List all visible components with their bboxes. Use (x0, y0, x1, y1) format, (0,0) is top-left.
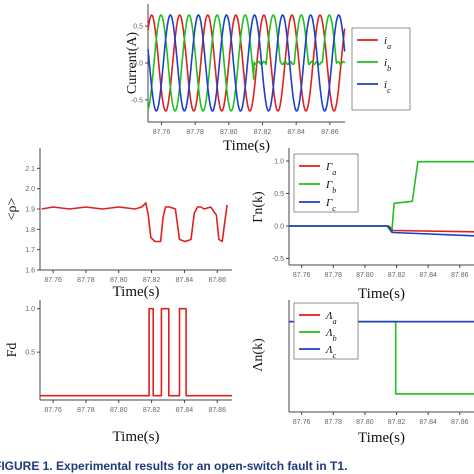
series-line-ib (147, 14, 346, 112)
legend-label-a: ia (384, 35, 391, 51)
x-tick-label: 87.84 (176, 277, 194, 284)
x-tick-label: 87.78 (325, 419, 343, 426)
y-tick-label: 1.6 (25, 268, 35, 275)
y-tick-label: -0.5 (272, 256, 284, 263)
legend-label-c: ic (384, 79, 391, 95)
y-tick-label: 1.8 (25, 227, 35, 234)
x-tick-label: 87.80 (110, 277, 128, 284)
x-tick-label: 87.80 (220, 129, 238, 136)
x-tick-label: 87.82 (388, 272, 406, 279)
x-axis-label: Time(s) (358, 286, 405, 302)
chart-current: 87.76 87.78 87.80 87.82 87.84 87.86 0.5 0.0 -0.5… (125, 4, 411, 154)
x-tick-label: 87.86 (208, 407, 226, 414)
x-tick-label: 87.78 (77, 277, 95, 284)
y-tick-label: 0.5 (274, 191, 284, 198)
x-tick-label: 87.82 (254, 129, 272, 136)
x-tick-label: 87.82 (143, 407, 161, 414)
x-axis-label: Time(s) (113, 429, 160, 445)
x-tick-label: 87.80 (356, 272, 374, 279)
x-axis-label: Time(s) (223, 138, 270, 154)
x-tick-label: 87.86 (208, 277, 226, 284)
chart-gamma: 87.76 87.78 87.80 87.82 87.84 87.86 1.0 0.5 0.0 -… (251, 148, 474, 302)
x-tick-label: 87.80 (356, 419, 374, 426)
y-tick-label: 1.9 (25, 207, 35, 214)
y-tick-label: 0.5 (133, 24, 143, 31)
y-tick-label: 1.0 (25, 306, 35, 313)
y-tick-label: 2.0 (25, 186, 35, 193)
x-tick-label: 87.76 (44, 277, 62, 284)
y-axis-label: Fd (5, 343, 20, 358)
y-axis-label: Γn(k) (251, 191, 266, 223)
x-tick-label: 87.76 (153, 129, 171, 136)
chart-rho: 87.76 87.78 87.80 87.82 87.84 87.86 2.1 2.0 1.9 1… (5, 148, 232, 300)
x-tick-label: 87.84 (419, 419, 437, 426)
x-tick-label: 87.86 (451, 419, 469, 426)
series-line-a (289, 225, 474, 233)
y-axis-label: <ρ> (5, 198, 20, 221)
x-axis-label: Time(s) (113, 284, 160, 300)
series-line-ia (147, 14, 346, 112)
y-tick-label: 1.0 (274, 159, 284, 166)
y-tick-label: 0.0 (133, 61, 143, 68)
y-tick-label: 0.5 (25, 350, 35, 357)
y-tick-label: -0.5 (131, 97, 143, 104)
x-tick-label: 87.80 (110, 407, 128, 414)
x-tick-label: 87.86 (451, 272, 469, 279)
x-tick-label: 87.82 (388, 419, 406, 426)
x-tick-label: 87.86 (321, 129, 339, 136)
x-axis-label: Time(s) (358, 430, 405, 446)
x-tick-label: 87.76 (293, 419, 311, 426)
x-tick-label: 87.78 (186, 129, 204, 136)
x-tick-label: 87.78 (77, 407, 95, 414)
y-axis-label: Λn(k) (251, 338, 266, 372)
legend-label-b: ib (384, 57, 391, 73)
figure-caption: FIGURE 1. Experimental results for an op… (0, 459, 347, 473)
x-tick-label: 87.82 (143, 277, 161, 284)
legend-label-a: Λa (325, 310, 337, 326)
chart-fd: 87.76 87.78 87.80 87.82 87.84 87.86 1.0 0.5 Time… (5, 300, 232, 445)
y-axis-label: Current(A) (125, 32, 140, 95)
legend-label-b: Λb (325, 327, 337, 343)
x-tick-label: 87.76 (293, 272, 311, 279)
y-tick-label: 0.0 (274, 224, 284, 231)
x-tick-label: 87.84 (176, 407, 194, 414)
legend-label-c: Λc (325, 344, 337, 360)
x-tick-label: 87.76 (44, 407, 62, 414)
legend-label-c: Γc (325, 197, 336, 213)
legend-label-a: Γa (325, 161, 336, 177)
legend-box (351, 27, 411, 111)
series-line-ic (147, 14, 346, 112)
x-tick-label: 87.84 (419, 272, 437, 279)
y-tick-label: 2.1 (25, 166, 35, 173)
legend-label-b: Γb (325, 179, 336, 195)
series-line-c (289, 225, 474, 237)
y-tick-label: 1.7 (25, 247, 35, 254)
x-tick-label: 87.78 (325, 272, 343, 279)
x-tick-label: 87.84 (287, 129, 305, 136)
chart-lambda: 87.76 87.78 87.80 87.82 87.84 87.86 Time(s) Λn(… (251, 300, 474, 446)
series-line-rho (41, 202, 228, 243)
series-line-fd (40, 307, 232, 397)
